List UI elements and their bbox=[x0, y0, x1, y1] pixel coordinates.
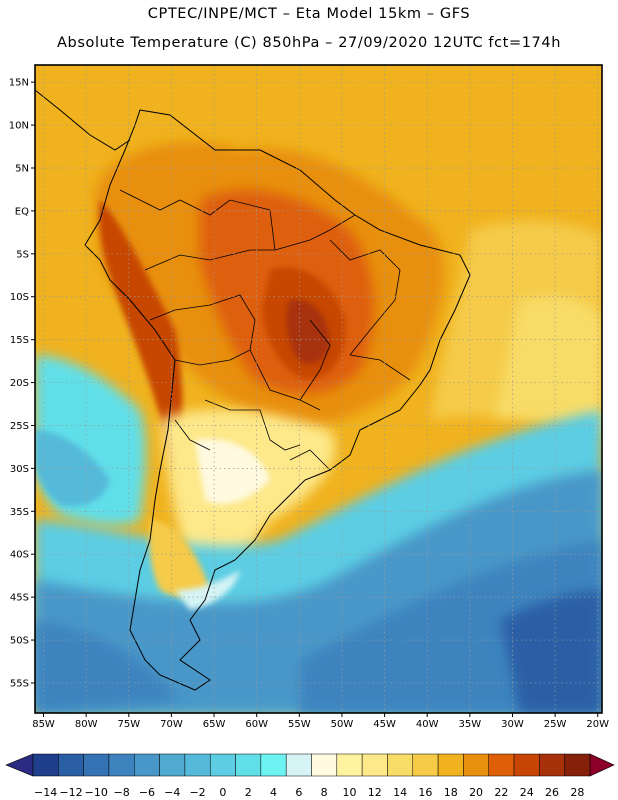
lon-tick-label: 45W bbox=[373, 719, 396, 730]
colorbar-label: −10 bbox=[85, 786, 108, 799]
colorbar-swatch bbox=[361, 753, 388, 777]
colorbar-label: 8 bbox=[321, 786, 328, 799]
lat-tick-label: 40S bbox=[10, 550, 29, 561]
continent-outline bbox=[84, 109, 471, 691]
lat-tick-label: 30S bbox=[10, 464, 29, 475]
country-borders bbox=[119, 189, 411, 471]
lat-lon-grid bbox=[35, 65, 602, 713]
colorbar-swatch bbox=[83, 753, 110, 777]
colorbar-over-arrow bbox=[589, 753, 615, 777]
lon-tick-label: 60W bbox=[245, 719, 268, 730]
temperature-field bbox=[35, 65, 602, 713]
colorbar-label: 18 bbox=[444, 786, 458, 799]
lat-tick-label: 10N bbox=[9, 121, 29, 132]
colorbar: −14 −12 −10 −8 −6 −4 −2 0 2 4 6 8 10 12 14 16 18 20 22 24 26… bbox=[5, 753, 615, 799]
lat-tick-label: 15N bbox=[9, 78, 29, 89]
colorbar-swatch bbox=[184, 753, 211, 777]
colorbar-swatch bbox=[539, 753, 565, 777]
colorbar-label: 6 bbox=[295, 786, 302, 799]
lon-tick-label: 40W bbox=[416, 719, 439, 730]
colorbar-label: 14 bbox=[393, 786, 407, 799]
colorbar-label: −12 bbox=[59, 786, 82, 799]
colorbar-swatch bbox=[488, 753, 515, 777]
colorbar-label: 24 bbox=[520, 786, 534, 799]
lat-tick-label: 45S bbox=[10, 593, 29, 604]
colorbar-swatch bbox=[58, 753, 84, 777]
colorbar-label: −6 bbox=[139, 786, 155, 799]
lon-tick-label: 35W bbox=[459, 719, 482, 730]
map-title-line-2: Absolute Temperature (C) 850hPa – 27/09/… bbox=[57, 35, 561, 51]
colorbar-label: 10 bbox=[342, 786, 356, 799]
colorbar-swatch bbox=[32, 753, 59, 777]
colorbar-label: 12 bbox=[368, 786, 382, 799]
lon-tick-label: 75W bbox=[117, 719, 140, 730]
lat-tick-label: 35S bbox=[10, 507, 29, 518]
lat-tick-label: 55S bbox=[10, 678, 29, 689]
lat-tick-label: 5N bbox=[15, 163, 29, 174]
colorbar-swatch bbox=[285, 753, 312, 777]
colorbar-label: 4 bbox=[270, 786, 277, 799]
lat-tick-label: 25S bbox=[10, 421, 29, 432]
map-title-line-1: CPTEC/INPE/MCT – Eta Model 15km – GFS bbox=[147, 6, 471, 22]
colorbar-label: 26 bbox=[545, 786, 559, 799]
lon-tick-label: 65W bbox=[203, 719, 226, 730]
lon-tick-label: 50W bbox=[331, 719, 354, 730]
map-frame bbox=[34, 64, 603, 714]
colorbar-swatch bbox=[564, 753, 591, 777]
longitude-axis: 85W 80W 75W 70W 65W 60W 55W 50W 45W 40W 35W 30W 25W 2… bbox=[32, 713, 609, 730]
colorbar-swatch bbox=[159, 753, 186, 777]
colorbar-swatch bbox=[437, 753, 464, 777]
colorbar-label: 28 bbox=[570, 786, 584, 799]
colorbar-label: −14 bbox=[34, 786, 57, 799]
lon-tick-label: 80W bbox=[75, 719, 98, 730]
lon-tick-label: 85W bbox=[32, 719, 55, 730]
colorbar-under-arrow bbox=[5, 753, 34, 777]
colorbar-label: −2 bbox=[189, 786, 205, 799]
lon-tick-label: 20W bbox=[586, 719, 609, 730]
colorbar-swatch bbox=[336, 753, 363, 777]
colorbar-swatch bbox=[108, 753, 135, 777]
colorbar-swatch bbox=[134, 753, 160, 777]
lon-tick-label: 25W bbox=[544, 719, 567, 730]
colorbar-label: 20 bbox=[469, 786, 483, 799]
lon-tick-label: 30W bbox=[501, 719, 524, 730]
lon-tick-label: 70W bbox=[160, 719, 183, 730]
lat-tick-label: 50S bbox=[10, 636, 29, 647]
colorbar-swatch bbox=[235, 753, 262, 777]
lat-tick-label: 15S bbox=[10, 335, 29, 346]
colorbar-swatch bbox=[387, 753, 414, 777]
colorbar-swatch bbox=[311, 753, 338, 777]
lat-tick-label: 20S bbox=[10, 378, 29, 389]
colorbar-label: 16 bbox=[418, 786, 432, 799]
colorbar-label: 2 bbox=[245, 786, 252, 799]
colorbar-swatch bbox=[260, 753, 287, 777]
colorbar-swatch bbox=[513, 753, 540, 777]
colorbar-swatch bbox=[412, 753, 439, 777]
colorbar-label: 22 bbox=[494, 786, 508, 799]
colorbar-label: −8 bbox=[114, 786, 130, 799]
colorbar-swatch bbox=[463, 753, 489, 777]
lat-tick-label: 5S bbox=[16, 249, 29, 260]
colorbar-label: 0 bbox=[219, 786, 226, 799]
colorbar-swatch bbox=[209, 753, 236, 777]
lat-tick-label: 10S bbox=[10, 292, 29, 303]
lat-tick-label: EQ bbox=[15, 206, 29, 217]
lon-tick-label: 55W bbox=[288, 719, 311, 730]
colorbar-label: −4 bbox=[164, 786, 180, 799]
latitude-axis: 15N 10N 5N EQ 5S 10S 15S 20S 25S 30S 35S 40S 45S 50S 5… bbox=[9, 78, 35, 689]
